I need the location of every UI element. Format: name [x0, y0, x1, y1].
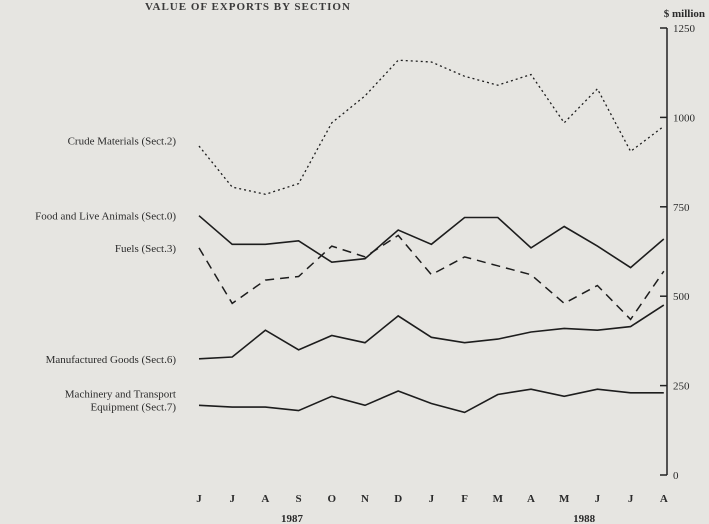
series-label-3: Manufactured Goods (Sect.6): [46, 354, 177, 366]
x-tick-label: A: [527, 493, 535, 505]
series-label-4: Machinery and Transport: [65, 388, 176, 400]
x-tick-label: J: [628, 493, 634, 505]
x-tick-label: S: [296, 493, 302, 505]
series-line-1: [198, 215, 665, 269]
x-tick-label: M: [493, 493, 504, 505]
x-tick-label: J: [429, 493, 435, 505]
x-tick-label: J: [229, 493, 235, 505]
series-line-0: [198, 59, 665, 195]
series-line-2: [198, 234, 665, 321]
series-label-4: Equipment (Sect.7): [90, 401, 176, 413]
chart-title: VALUE OF EXPORTS BY SECTION: [145, 1, 351, 13]
x-tick-label: M: [559, 493, 570, 505]
x-tick-label: F: [461, 493, 468, 505]
y-tick-label: 750: [673, 202, 690, 214]
year-label: 1988: [573, 513, 596, 524]
y-tick-label: 500: [673, 291, 690, 303]
series-label-1: Food and Live Animals (Sect.0): [35, 211, 176, 223]
x-tick-label: O: [328, 493, 337, 505]
series-line-3: [198, 304, 665, 360]
series-line-4: [198, 388, 664, 414]
series-label-0: Crude Materials (Sect.2): [68, 136, 177, 148]
x-tick-label: N: [361, 493, 369, 505]
x-tick-label: J: [595, 493, 601, 505]
x-tick-label: A: [261, 493, 269, 505]
x-tick-label: A: [660, 493, 668, 505]
plot-area: 0 250 500 750 1000 1250 J J A S O N D J F M A M J J A 1987 198…: [35, 23, 695, 524]
y-tick-label: 0: [673, 470, 679, 482]
y-tick-label: 1250: [673, 23, 696, 35]
x-tick-label: D: [394, 493, 402, 505]
y-axis-unit-label: $ million: [664, 8, 705, 20]
year-label: 1987: [281, 513, 304, 524]
x-tick-label: J: [196, 493, 202, 505]
y-tick-label: 1000: [673, 112, 696, 124]
y-tick-label: 250: [673, 381, 690, 393]
series-label-2: Fuels (Sect.3): [115, 243, 176, 255]
